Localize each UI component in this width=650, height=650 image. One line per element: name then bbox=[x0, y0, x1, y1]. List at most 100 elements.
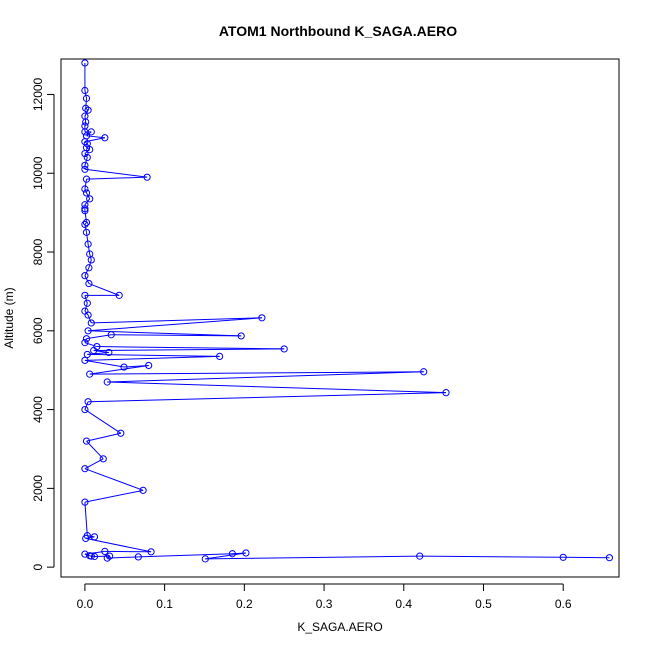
data-point bbox=[86, 370, 94, 378]
series-segment bbox=[86, 432, 121, 442]
data-point bbox=[82, 175, 91, 183]
data-point bbox=[81, 356, 89, 364]
data-point bbox=[90, 552, 99, 561]
data-point bbox=[147, 548, 155, 556]
data-point bbox=[258, 314, 266, 322]
data-point bbox=[84, 106, 92, 114]
data-point bbox=[216, 352, 224, 361]
data-point bbox=[81, 205, 89, 213]
series-segment bbox=[84, 153, 88, 158]
x-axis: 0.0 0.1 0.2 0.3 0.4 0.5 0.6 bbox=[77, 583, 572, 611]
series-segment bbox=[86, 334, 112, 340]
data-point bbox=[83, 153, 91, 162]
x-tick-label: 0.4 bbox=[395, 597, 412, 611]
data-point bbox=[82, 228, 91, 236]
data-point bbox=[99, 455, 107, 463]
series-segment bbox=[84, 310, 89, 316]
data-point bbox=[87, 319, 95, 327]
data-point bbox=[81, 405, 89, 414]
series-segment bbox=[84, 179, 88, 190]
data-point bbox=[85, 279, 93, 288]
series-segment bbox=[84, 468, 144, 491]
data-point bbox=[237, 332, 245, 340]
y-tick-label: 2000 bbox=[31, 475, 45, 502]
series-segment bbox=[84, 502, 88, 536]
data-point bbox=[82, 534, 90, 542]
data-point bbox=[87, 256, 95, 264]
data-point bbox=[81, 59, 89, 67]
data-point bbox=[86, 195, 94, 203]
data-point bbox=[82, 218, 91, 227]
data-point bbox=[81, 165, 89, 173]
series-segment bbox=[138, 553, 233, 558]
data-point bbox=[85, 264, 93, 272]
series-segment bbox=[91, 317, 262, 324]
data-point bbox=[84, 240, 92, 248]
data-point bbox=[82, 118, 90, 126]
data-point bbox=[87, 128, 95, 136]
data-point bbox=[81, 291, 89, 299]
data-point bbox=[84, 327, 92, 335]
data-point bbox=[420, 368, 428, 376]
data-point bbox=[101, 547, 109, 555]
data-point bbox=[83, 299, 91, 307]
series-segment bbox=[84, 489, 144, 503]
data-point bbox=[134, 553, 142, 561]
data-point bbox=[81, 149, 89, 158]
series-segment bbox=[88, 330, 242, 337]
data-point bbox=[86, 146, 94, 154]
data-point bbox=[201, 555, 209, 563]
series-segment bbox=[107, 371, 424, 383]
y-axis-label: Altitude (m) bbox=[2, 287, 16, 348]
x-tick-label: 0.2 bbox=[236, 597, 253, 611]
data-point bbox=[82, 335, 91, 343]
series-segment bbox=[205, 555, 420, 560]
series-segment bbox=[84, 157, 88, 166]
series-segment bbox=[86, 440, 104, 460]
data-point bbox=[81, 550, 89, 558]
data-point bbox=[280, 345, 288, 353]
y-tick-label: 6000 bbox=[31, 317, 45, 344]
data-point bbox=[559, 553, 567, 561]
series-segment bbox=[85, 98, 88, 109]
series-segment bbox=[87, 353, 220, 357]
series-segment bbox=[84, 168, 148, 178]
data-point bbox=[82, 94, 91, 102]
data-point bbox=[82, 437, 91, 445]
data-point bbox=[103, 378, 111, 386]
series-segment bbox=[93, 348, 285, 351]
series-segment bbox=[84, 355, 220, 361]
y-tick-label: 0 bbox=[31, 563, 45, 570]
series-segment bbox=[84, 90, 87, 99]
data-point bbox=[90, 533, 99, 541]
data-point bbox=[81, 207, 89, 215]
data-point bbox=[81, 465, 89, 473]
data-point bbox=[228, 550, 236, 558]
series-segment bbox=[84, 198, 91, 206]
data-point bbox=[81, 498, 89, 506]
data-point bbox=[82, 189, 91, 197]
series-segment bbox=[93, 350, 109, 353]
data-point bbox=[139, 486, 147, 494]
series-segment bbox=[88, 317, 262, 332]
data-point bbox=[442, 389, 450, 397]
series-segment bbox=[85, 537, 152, 553]
data-point bbox=[81, 185, 89, 193]
series-segment bbox=[84, 210, 88, 223]
data-point bbox=[81, 86, 89, 95]
x-tick-label: 0.3 bbox=[316, 597, 333, 611]
data-point bbox=[107, 331, 115, 339]
series-segment bbox=[89, 371, 424, 375]
series-layer bbox=[81, 59, 614, 563]
series-segment bbox=[84, 295, 88, 304]
data-point bbox=[103, 554, 111, 562]
y-tick-label: 12000 bbox=[31, 77, 45, 111]
y-tick-label: 10000 bbox=[31, 156, 45, 190]
series-segment bbox=[419, 555, 564, 558]
data-point bbox=[90, 346, 98, 355]
series-segment bbox=[84, 222, 87, 225]
data-point bbox=[101, 134, 109, 142]
data-point bbox=[81, 272, 89, 280]
data-point bbox=[81, 161, 89, 169]
